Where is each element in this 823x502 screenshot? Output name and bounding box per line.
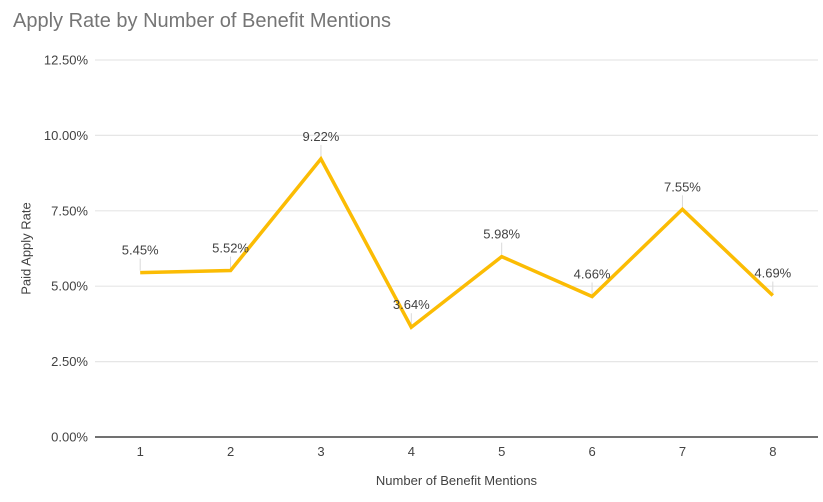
y-tick-label: 12.50% [44, 53, 89, 68]
x-tick-label: 6 [588, 444, 595, 459]
data-point-label: 4.66% [574, 266, 611, 281]
x-tick-label: 2 [227, 444, 234, 459]
x-tick-label: 1 [137, 444, 144, 459]
y-tick-label: 10.00% [44, 128, 89, 143]
x-axis-title: Number of Benefit Mentions [375, 473, 538, 488]
chart-title: Apply Rate by Number of Benefit Mentions [13, 10, 391, 32]
x-tick-label: 3 [317, 444, 324, 459]
data-point-label: 5.98% [483, 227, 520, 242]
y-tick-label: 5.00% [51, 279, 88, 294]
data-series-line[interactable] [140, 155, 775, 330]
x-tick-label: 4 [408, 444, 415, 459]
data-point-label: 3.64% [393, 297, 430, 312]
y-axis-title: Paid Apply Rate [18, 202, 34, 295]
y-tick-label: 0.00% [51, 430, 88, 445]
data-point-label: 7.55% [664, 179, 701, 194]
data-point-label: 5.45% [122, 243, 159, 258]
y-tick-label: 2.50% [51, 354, 88, 369]
x-tick-label: 7 [679, 444, 686, 459]
data-point-label: 9.22% [303, 129, 340, 144]
x-tick-label: 8 [769, 444, 776, 459]
y-tick-label: 7.50% [51, 203, 88, 218]
data-point-label: 4.69% [754, 266, 791, 281]
data-point-label: 5.52% [212, 241, 249, 256]
x-tick-label: 5 [498, 444, 505, 459]
